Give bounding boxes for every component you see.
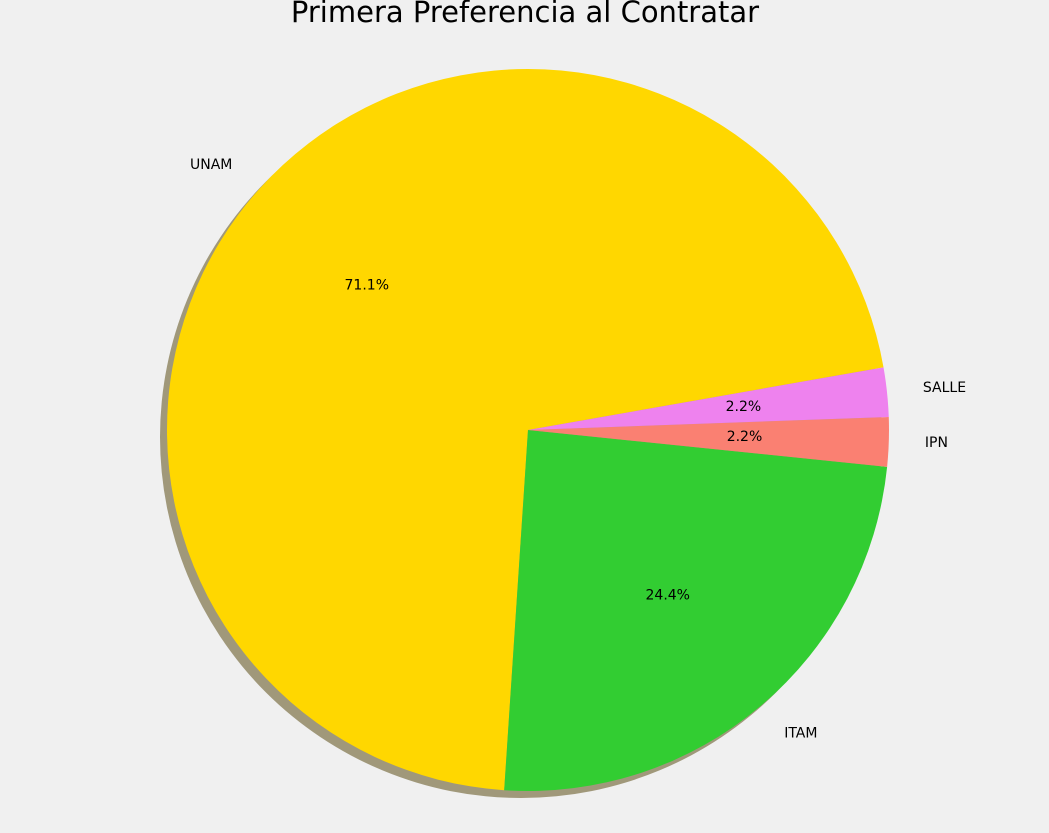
- pie-slices: [166, 68, 889, 791]
- slice-percent-itam: 24.4%: [646, 587, 690, 603]
- pie-slice-salle: [528, 367, 889, 430]
- slice-percent-unam: 71.1%: [345, 277, 389, 293]
- slice-label-itam: ITAM: [784, 725, 817, 741]
- slice-label-ipn: IPN: [925, 435, 948, 451]
- chart-title: Primera Preferencia al Contratar: [291, 0, 759, 29]
- slice-percent-ipn: 2.2%: [727, 429, 763, 445]
- pie-slice-itam: [504, 430, 888, 791]
- slice-label-salle: SALLE: [923, 380, 966, 396]
- pie-slice-unam: [166, 68, 884, 791]
- pie-slice-ipn: [528, 416, 889, 467]
- slice-label-unam: UNAM: [190, 157, 232, 173]
- slice-percent-salle: 2.2%: [726, 399, 762, 415]
- pie-labels: UNAM 71.1% ITAM 24.4% IPN 2.2% SALLE 2.2%: [190, 157, 966, 742]
